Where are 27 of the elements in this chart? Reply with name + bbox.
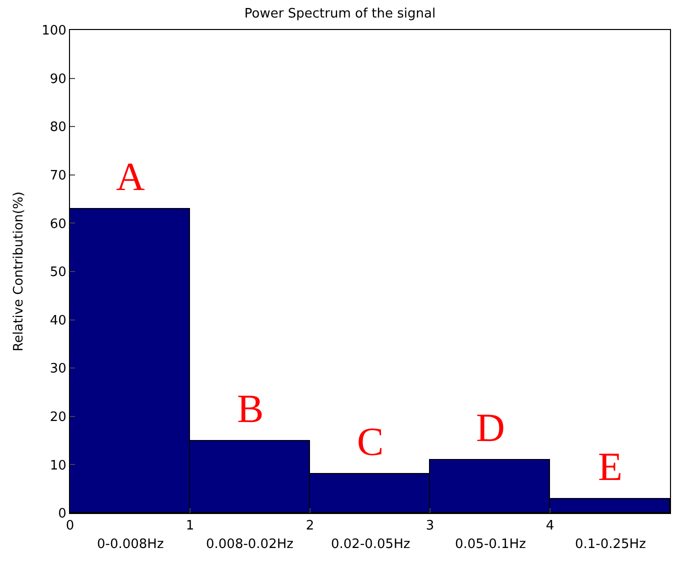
x-tick-label: 4 <box>546 518 554 534</box>
annotation: C <box>357 419 384 464</box>
y-tick-label: 0 <box>58 506 66 522</box>
text: 0.008-0.02Hz <box>206 537 294 552</box>
y-tick-label: 90 <box>50 72 66 87</box>
y-tick-label: 70 <box>50 168 66 184</box>
text: 0.02-0.05Hz <box>331 537 410 552</box>
x-tick-label: 2 <box>306 518 314 534</box>
x-tick-label: 3 <box>426 518 434 534</box>
y-tick-label: 60 <box>50 216 66 232</box>
text: 0.1-0.25Hz <box>575 537 646 552</box>
annotation: E <box>598 444 622 489</box>
y-tick-label: 50 <box>50 265 66 280</box>
y-axis-title: Relative Contribution(%) <box>12 192 27 352</box>
y-tick-label: 40 <box>50 313 66 328</box>
y-tick-label: 80 <box>50 120 66 136</box>
annotation: A <box>116 154 145 199</box>
y-tick-label: 20 <box>50 410 66 425</box>
y-tick-label: 10 <box>50 458 66 474</box>
annotation: D <box>476 405 505 450</box>
annotation: B <box>237 386 264 431</box>
text: 0-0.008Hz <box>97 537 164 552</box>
y-tick-label: 100 <box>42 24 66 39</box>
text: 0.05-0.1Hz <box>455 537 526 552</box>
y-tick-label: 30 <box>50 362 66 377</box>
x-tick-label: 1 <box>186 518 194 534</box>
chart-title: Power Spectrum of the signal <box>244 6 436 22</box>
